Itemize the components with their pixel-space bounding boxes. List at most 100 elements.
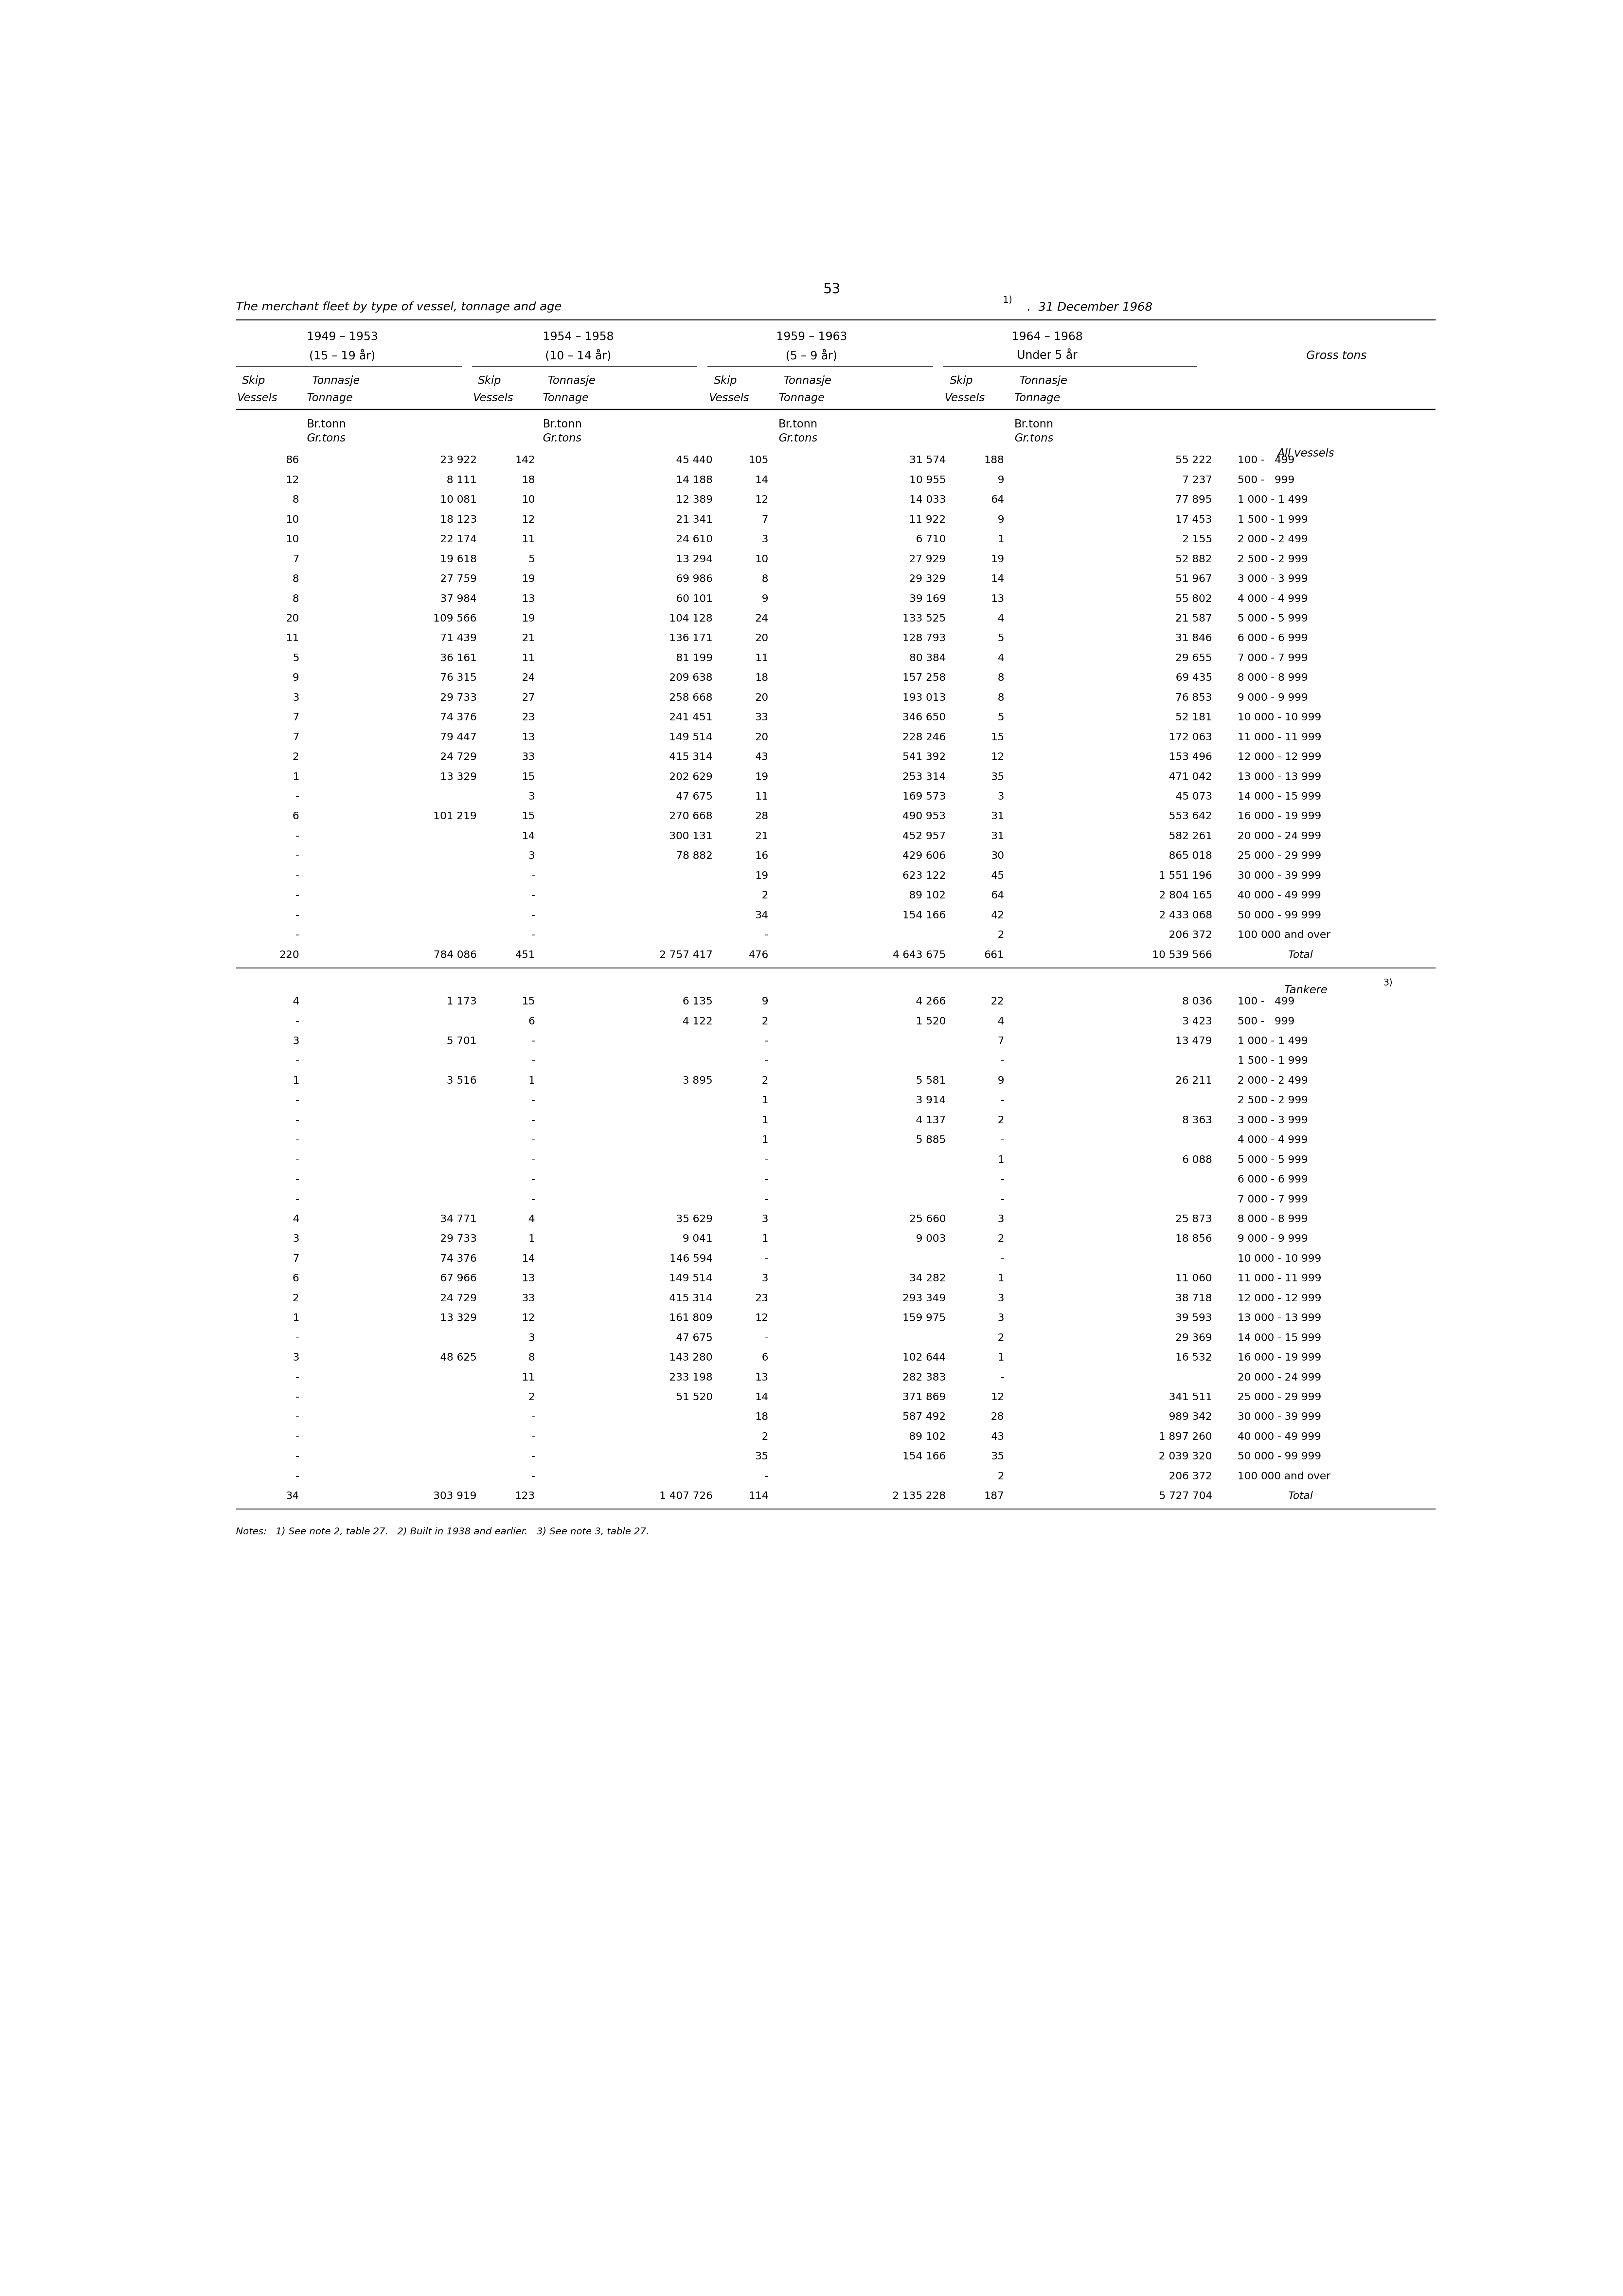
Text: 21 341: 21 341 [675,514,712,526]
Text: 8: 8 [292,595,299,604]
Text: 16: 16 [755,852,768,861]
Text: 143 280: 143 280 [669,1352,712,1364]
Text: 3: 3 [998,1313,1005,1322]
Text: Skip: Skip [242,377,266,386]
Text: 35 629: 35 629 [675,1215,712,1224]
Text: -: - [295,1334,299,1343]
Text: 23: 23 [521,712,536,723]
Text: 2 500 - 2 999: 2 500 - 2 999 [1237,553,1308,565]
Text: 3: 3 [761,1274,768,1283]
Text: -: - [1000,1373,1005,1382]
Text: 5 727 704: 5 727 704 [1159,1490,1212,1502]
Text: 3: 3 [529,792,536,801]
Text: 69 986: 69 986 [675,574,712,583]
Text: 4 000 - 4 999: 4 000 - 4 999 [1237,595,1308,604]
Text: -: - [531,1176,536,1185]
Text: 35: 35 [992,771,1005,783]
Text: 1 500 - 1 999: 1 500 - 1 999 [1237,514,1308,526]
Text: 39 169: 39 169 [909,595,946,604]
Text: 661: 661 [984,951,1005,960]
Text: 76 315: 76 315 [440,673,477,684]
Text: 19: 19 [755,870,768,882]
Text: Vessels: Vessels [237,393,278,404]
Text: 8: 8 [292,496,299,505]
Text: 7: 7 [292,712,299,723]
Text: 3 423: 3 423 [1182,1017,1212,1026]
Text: 3: 3 [292,1035,299,1047]
Text: 1: 1 [998,1352,1005,1364]
Text: 8 000 - 8 999: 8 000 - 8 999 [1237,1215,1308,1224]
Text: 12: 12 [990,1391,1005,1403]
Text: 341 511: 341 511 [1169,1391,1212,1403]
Text: 1: 1 [761,1134,768,1146]
Text: Vessels: Vessels [472,393,513,404]
Text: 47 675: 47 675 [677,1334,712,1343]
Text: 53: 53 [823,282,841,296]
Text: -: - [1000,1176,1005,1185]
Text: 29 733: 29 733 [440,1233,477,1244]
Text: 14 000 - 15 999: 14 000 - 15 999 [1237,792,1321,801]
Text: 4 266: 4 266 [915,996,946,1006]
Text: 161 809: 161 809 [669,1313,712,1322]
Text: 4 137: 4 137 [915,1116,946,1125]
Text: 8: 8 [998,693,1005,703]
Text: 80 384: 80 384 [909,654,946,664]
Text: 12: 12 [990,753,1005,762]
Text: 15: 15 [521,996,536,1006]
Text: 1: 1 [761,1233,768,1244]
Text: 865 018: 865 018 [1169,852,1212,861]
Text: -: - [295,1373,299,1382]
Text: 146 594: 146 594 [669,1254,712,1265]
Text: 13: 13 [521,732,536,742]
Text: -: - [295,1056,299,1065]
Text: Gr.tons: Gr.tons [542,434,581,443]
Text: 23 922: 23 922 [440,455,477,466]
Text: 19: 19 [992,553,1005,565]
Text: 77 895: 77 895 [1175,496,1212,505]
Text: 45: 45 [992,870,1005,882]
Text: 13 000 - 13 999: 13 000 - 13 999 [1237,1313,1321,1322]
Text: -: - [531,930,536,941]
Text: 13 329: 13 329 [440,771,477,783]
Text: 74 376: 74 376 [440,712,477,723]
Text: 169 573: 169 573 [902,792,946,801]
Text: 6 000 - 6 999: 6 000 - 6 999 [1237,634,1308,643]
Text: 14: 14 [755,1391,768,1403]
Text: 10: 10 [521,496,536,505]
Text: 18: 18 [755,1412,768,1421]
Text: 20 000 - 24 999: 20 000 - 24 999 [1237,1373,1321,1382]
Text: 23: 23 [755,1293,768,1304]
Text: -: - [295,1391,299,1403]
Text: 3: 3 [292,1233,299,1244]
Text: Gr.tons: Gr.tons [779,434,818,443]
Text: -: - [295,1433,299,1442]
Text: 21: 21 [755,831,768,840]
Text: 6: 6 [292,1274,299,1283]
Text: 9: 9 [998,475,1005,484]
Text: -: - [295,1095,299,1107]
Text: 13 000 - 13 999: 13 000 - 13 999 [1237,771,1321,783]
Text: -: - [1000,1134,1005,1146]
Text: 31 846: 31 846 [1175,634,1212,643]
Text: -: - [295,1451,299,1463]
Text: -: - [531,1433,536,1442]
Text: -: - [1000,1095,1005,1107]
Text: 3: 3 [292,693,299,703]
Text: -: - [295,891,299,900]
Text: Skip: Skip [949,377,972,386]
Text: Tonnage: Tonnage [542,393,589,404]
Text: -: - [295,1155,299,1164]
Text: 31: 31 [992,810,1005,822]
Text: Br.tonn: Br.tonn [779,420,818,429]
Text: 14: 14 [521,831,536,840]
Text: 76 853: 76 853 [1175,693,1212,703]
Text: 14 000 - 15 999: 14 000 - 15 999 [1237,1334,1321,1343]
Text: 20: 20 [286,613,299,625]
Text: 13 329: 13 329 [440,1313,477,1322]
Text: 2: 2 [998,1233,1005,1244]
Text: 2 804 165: 2 804 165 [1159,891,1212,900]
Text: 19: 19 [521,613,536,625]
Text: 1: 1 [529,1077,536,1086]
Text: 490 953: 490 953 [902,810,946,822]
Text: -: - [531,1095,536,1107]
